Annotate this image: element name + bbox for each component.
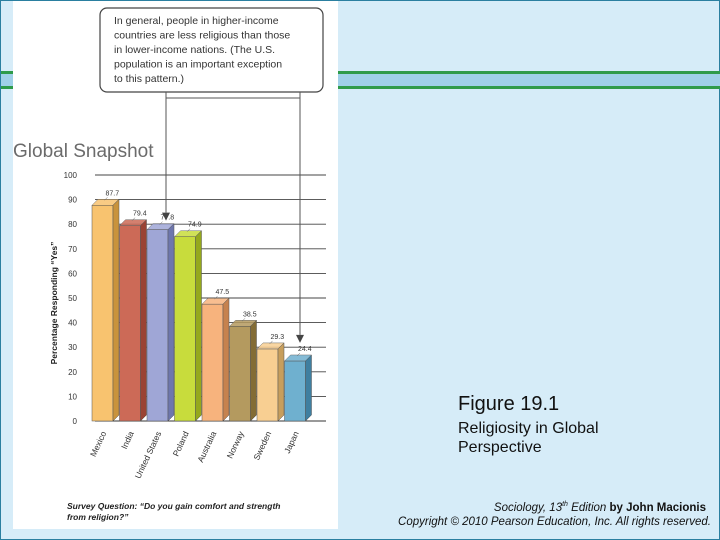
callout-line: In general, people in higher-income — [114, 15, 279, 27]
y-tick-labels: 0 10 20 30 40 50 60 70 80 90 100 — [64, 171, 78, 426]
author-name: by John Macionis — [606, 501, 707, 514]
callout-arrows — [162, 92, 304, 343]
bar-norway — [228, 319, 258, 422]
book-title: Sociology, 13 — [493, 501, 563, 514]
x-tick-label: Poland — [171, 429, 191, 457]
callout-line: population is an important exception — [114, 59, 282, 71]
bar-japan — [283, 354, 313, 422]
copyright-line: Copyright © 2010 Pearson Education, Inc.… — [398, 516, 711, 528]
bar-mexico — [91, 198, 120, 422]
value-label: 77.8 — [161, 215, 175, 222]
figure-caption: Religiosity in Global Perspective — [458, 420, 599, 456]
callout-line: to this pattern.) — [114, 73, 184, 85]
bar-india — [118, 219, 148, 422]
value-label: 79.4 — [133, 211, 147, 218]
bar-australia — [201, 297, 230, 422]
value-label: 24.4 — [298, 346, 312, 353]
survey-line: from religion?” — [67, 512, 129, 522]
survey-question: Survey Question: “Do you gain comfort an… — [67, 501, 280, 522]
y-tick-label: 0 — [73, 417, 78, 426]
x-tick-label: India — [119, 429, 136, 450]
y-tick-label: 60 — [68, 269, 77, 278]
title-band-right — [338, 71, 720, 89]
y-tick-label: 40 — [68, 319, 77, 328]
survey-line: Survey Question: “Do you gain comfort an… — [67, 501, 280, 511]
y-tick-label: 100 — [64, 171, 78, 180]
y-tick-label: 70 — [68, 245, 77, 254]
title-band-left — [1, 71, 13, 89]
value-label: 29.3 — [271, 334, 285, 341]
value-label: 87.7 — [106, 190, 120, 197]
chart-title: Global Snapshot — [13, 141, 154, 162]
value-label: 38.5 — [243, 311, 257, 318]
y-tick-label: 50 — [68, 294, 77, 303]
callout-line: countries are less religious than those — [114, 30, 290, 42]
y-tick-label: 20 — [68, 368, 77, 377]
y-tick-label: 80 — [68, 220, 77, 229]
y-tick-label: 90 — [68, 196, 77, 205]
religiosity-chart: In general, people in higher-income count… — [13, 7, 326, 522]
edition-text: Edition — [567, 501, 607, 514]
callout-box: In general, people in higher-income count… — [99, 7, 324, 93]
bar-sweden — [256, 342, 285, 422]
bar-poland — [173, 230, 203, 422]
value-label: 47.5 — [216, 289, 230, 296]
y-tick-label: 30 — [68, 343, 77, 352]
bar-united-states — [146, 223, 175, 422]
callout-line: in lower-income nations. (The U.S. — [114, 44, 275, 56]
x-tick-label: Australia — [195, 429, 218, 463]
figure-number: Figure 19.1 — [458, 393, 560, 415]
x-tick-label: United States — [133, 430, 164, 480]
y-tick-label: 10 — [68, 392, 77, 401]
x-tick-label: Mexico — [88, 429, 109, 458]
book-credit: Sociology, 13th Edition by John Macionis — [494, 501, 706, 514]
y-axis-label: Percentage Responding “Yes” — [49, 242, 59, 365]
x-tick-label: Norway — [225, 429, 247, 460]
bars — [91, 198, 313, 422]
x-tick-label: Japan — [282, 429, 301, 454]
x-tick-label: Sweden — [251, 429, 273, 461]
value-label: 74.9 — [188, 222, 202, 229]
edition-superscript: th — [562, 501, 568, 508]
value-labels: 87.7 79.4 77.8 74.9 47.5 38.5 29.3 24.4 — [104, 190, 312, 357]
figure-panel: In general, people in higher-income count… — [13, 1, 338, 529]
